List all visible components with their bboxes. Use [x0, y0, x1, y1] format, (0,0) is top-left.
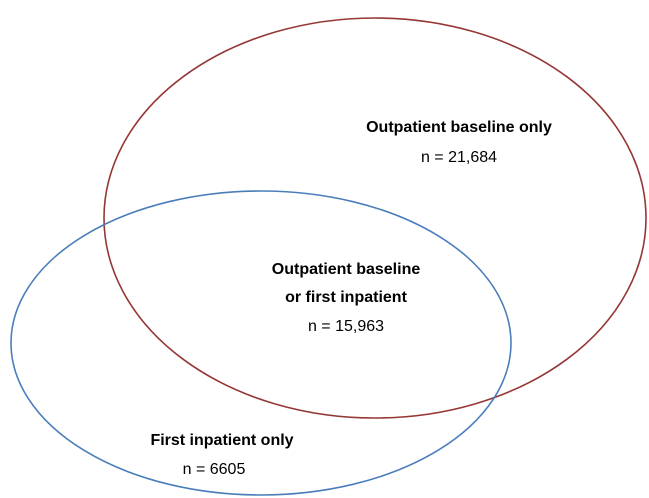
- region-count: n = 15,963: [308, 318, 384, 335]
- region-label: First inpatient only: [150, 432, 293, 449]
- inpatient-circle: [10, 190, 512, 496]
- region-label: or first inpatient: [285, 289, 407, 306]
- region-count: n = 21,684: [421, 149, 497, 166]
- outpatient-circle: [103, 17, 647, 419]
- region-label: Outpatient baseline only: [366, 119, 552, 136]
- region-count: n = 6605: [183, 461, 246, 478]
- region-label: Outpatient baseline: [272, 261, 421, 278]
